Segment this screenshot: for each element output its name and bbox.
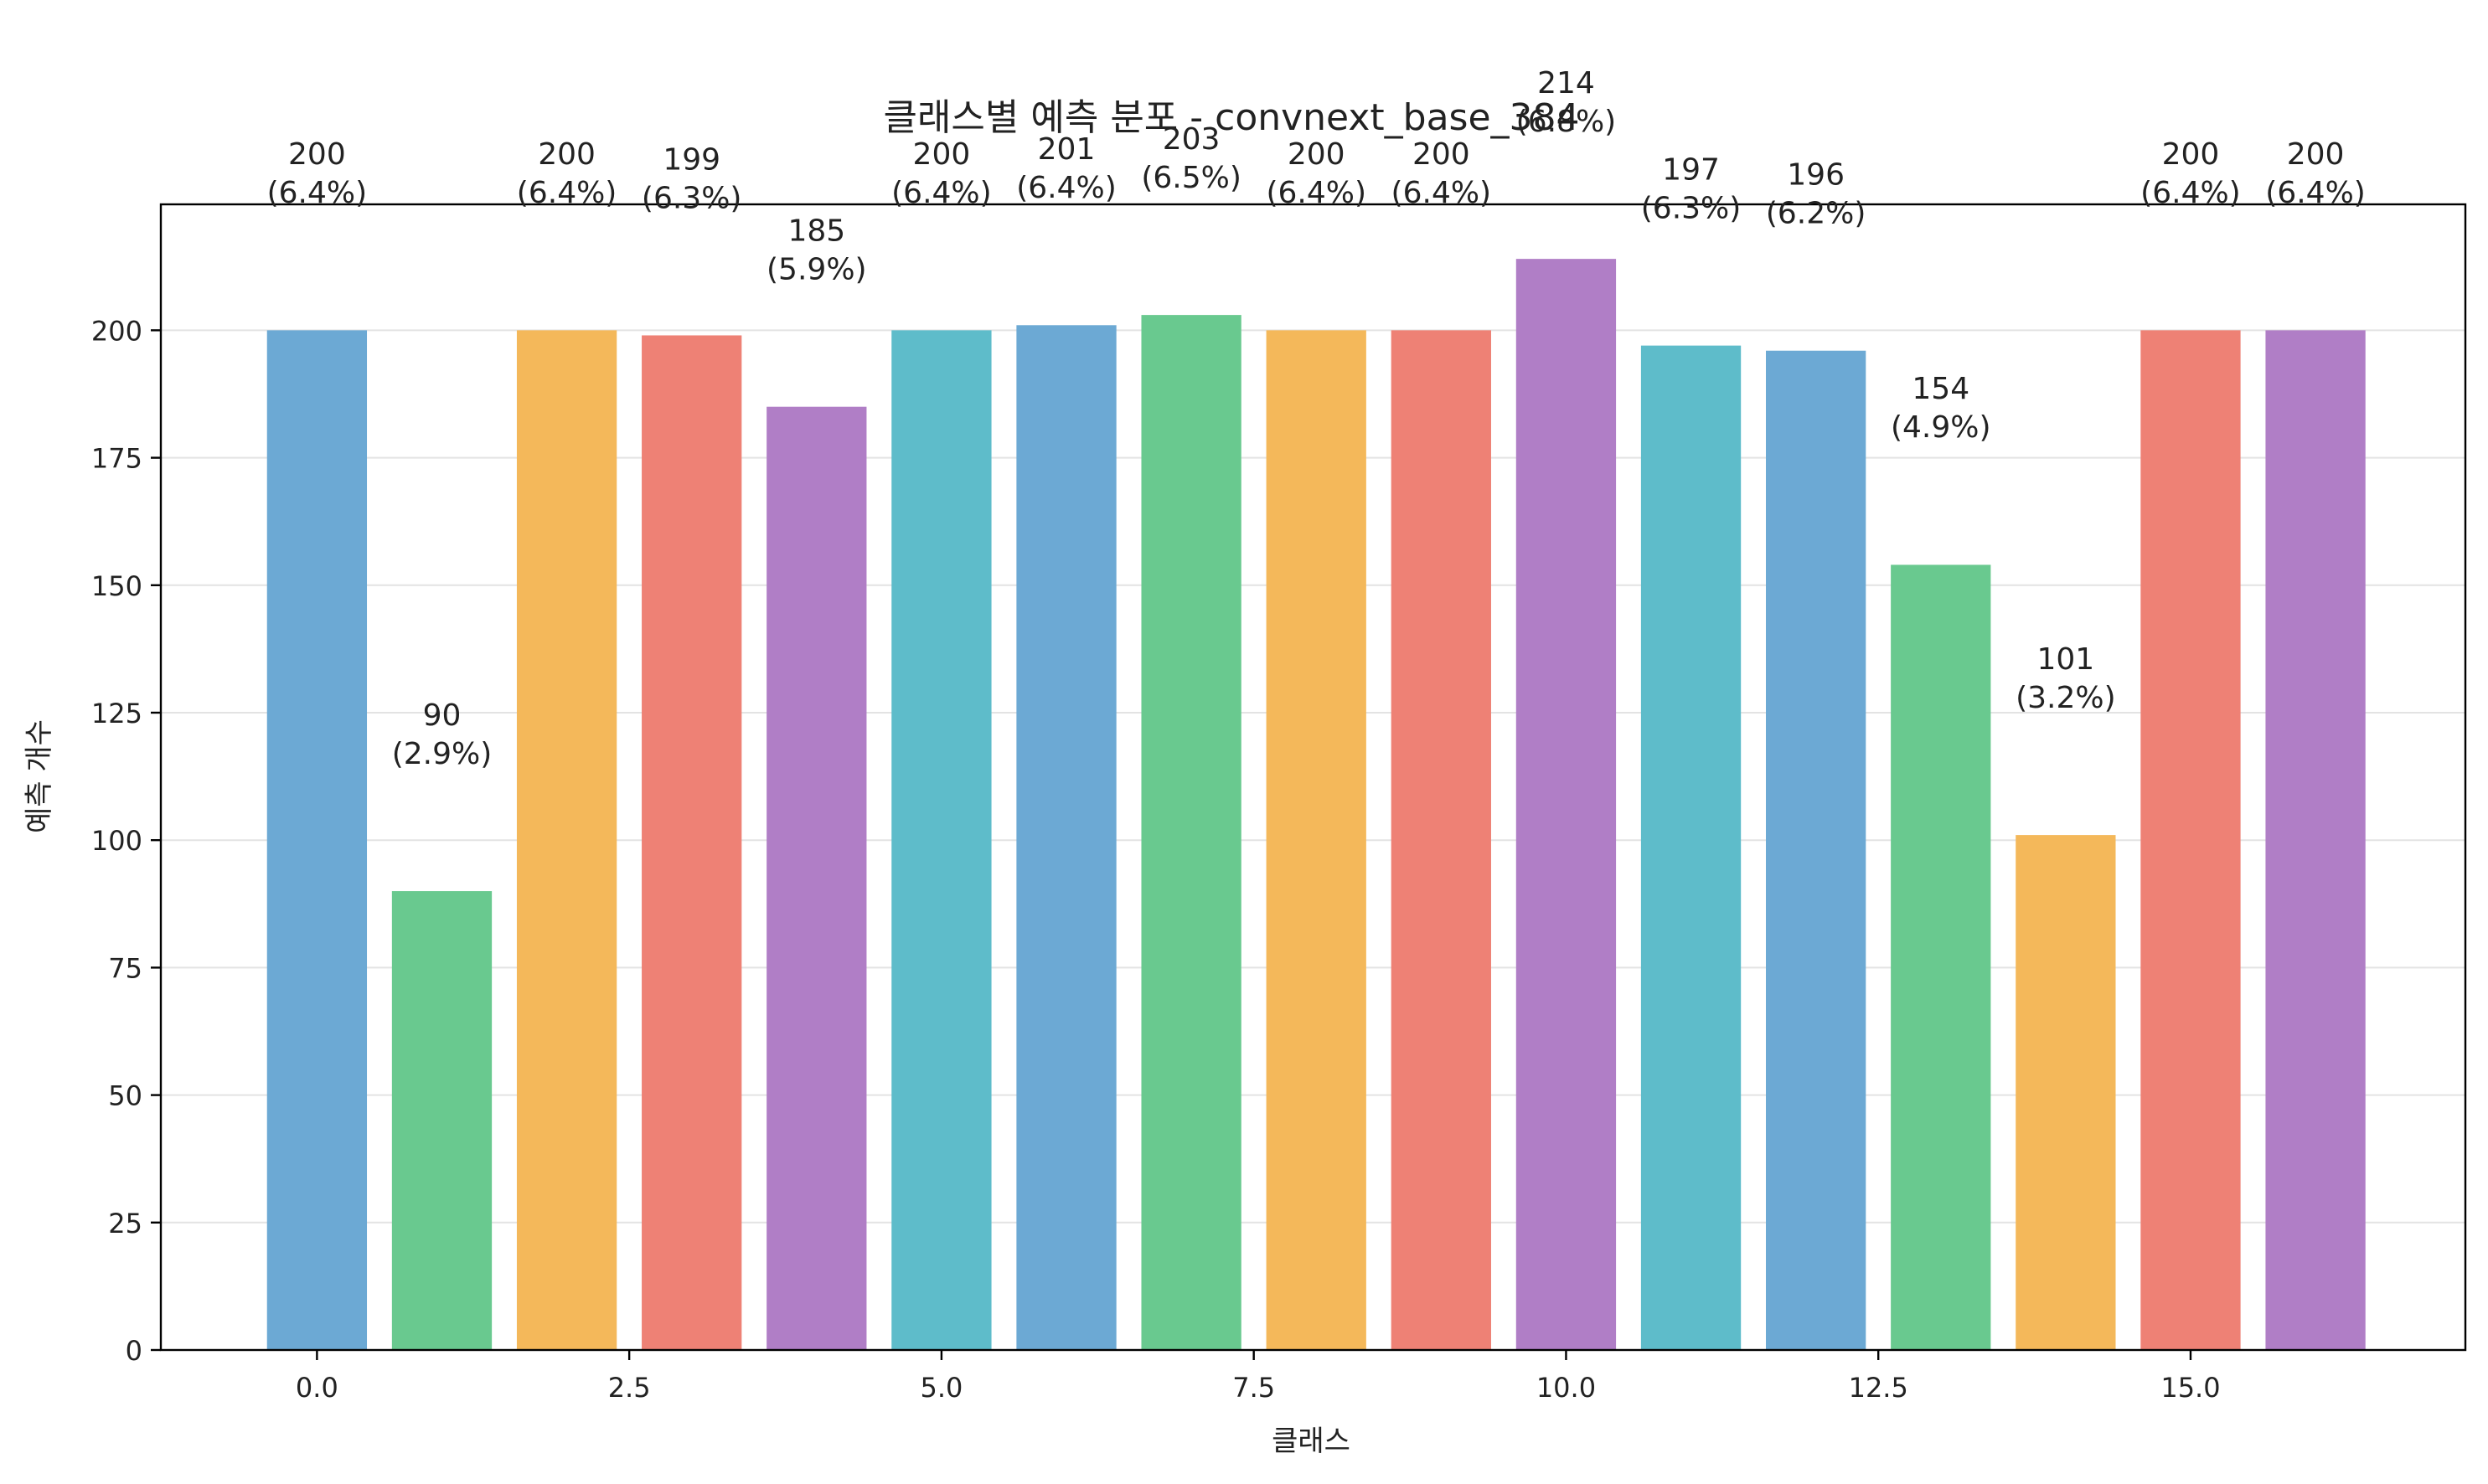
bar <box>767 406 867 1351</box>
bar <box>891 330 992 1351</box>
bar <box>1016 325 1117 1351</box>
bar-value-label: 200 (6.4%) <box>2140 137 2241 210</box>
bar <box>516 330 617 1351</box>
y-tick-label: 125 <box>91 698 142 729</box>
x-tick-label: 12.5 <box>1849 1372 1908 1404</box>
y-tick-label: 75 <box>108 952 142 984</box>
x-tick-label: 10.0 <box>1536 1372 1596 1404</box>
data-labels: 200 (6.4%) 90 (2.9%) 200 (6.4%) 199 (6.3%) 185 (5… <box>267 66 2366 771</box>
bar <box>1640 345 1742 1350</box>
bar-value-label: 200 (6.4%) <box>891 137 992 210</box>
x-axis-label: 클래스 <box>1272 1425 1350 1458</box>
bar-value-label: 203 (6.5%) <box>1141 122 1241 195</box>
bar <box>1891 564 1991 1350</box>
y-axis-label: 예측 개수 <box>23 719 56 833</box>
bar-value-label: 196 (6.2%) <box>1766 158 1866 231</box>
bar-value-label: 200 (6.4%) <box>2265 137 2366 210</box>
bar-value-label: 200 (6.4%) <box>267 137 368 210</box>
x-tick-label: 15.0 <box>2160 1372 2220 1404</box>
y-tick-label: 200 <box>91 315 142 347</box>
y-tick-label: 25 <box>108 1208 142 1239</box>
bar-value-label: 197 (6.3%) <box>1641 152 1742 225</box>
bar <box>1766 350 1866 1350</box>
y-tick-label: 150 <box>91 570 142 602</box>
y-tick-label: 100 <box>91 825 142 857</box>
bar <box>2140 330 2241 1351</box>
axes: 0 25 50 75 100 125 150 175 200 0.0 2.5 5.0 7.5 10.0 12… <box>91 315 2221 1404</box>
chart-title: 클래스별 예측 분포 - convnext_base_384 <box>883 96 1579 139</box>
bar <box>391 891 493 1350</box>
bar-value-label: 185 (5.9%) <box>767 214 867 286</box>
bar <box>1515 259 1617 1351</box>
bar <box>1141 315 1241 1350</box>
bar-value-label: 200 (6.4%) <box>1391 137 1492 210</box>
bar-value-label: 154 (4.9%) <box>1891 372 1991 445</box>
x-tick-label: 2.5 <box>608 1372 651 1404</box>
bar-value-label: 199 (6.3%) <box>642 142 742 215</box>
y-tick-label: 175 <box>91 443 142 475</box>
x-tick-label: 5.0 <box>920 1372 963 1404</box>
bar-value-label: 90 (2.9%) <box>392 698 493 771</box>
x-tick-label: 0.0 <box>296 1372 338 1404</box>
y-tick-label: 0 <box>126 1335 142 1367</box>
bars <box>266 259 2366 1351</box>
bar-value-label: 101 (3.2%) <box>2016 642 2116 715</box>
y-tick-label: 50 <box>108 1080 142 1112</box>
bar <box>1391 330 1491 1351</box>
bar <box>1266 330 1366 1351</box>
bar-value-label: 200 (6.4%) <box>1266 137 1366 210</box>
bar <box>2265 330 2366 1351</box>
bar <box>642 335 742 1351</box>
bar-value-label: 201 (6.4%) <box>1016 132 1117 205</box>
bar-value-label: 200 (6.4%) <box>517 137 617 210</box>
plot-frame <box>159 203 2467 1352</box>
x-tick-label: 7.5 <box>1232 1372 1275 1404</box>
bar <box>266 330 368 1351</box>
bar-value-label: 214 (6.8%) <box>1516 66 1617 139</box>
bar <box>2016 835 2116 1350</box>
